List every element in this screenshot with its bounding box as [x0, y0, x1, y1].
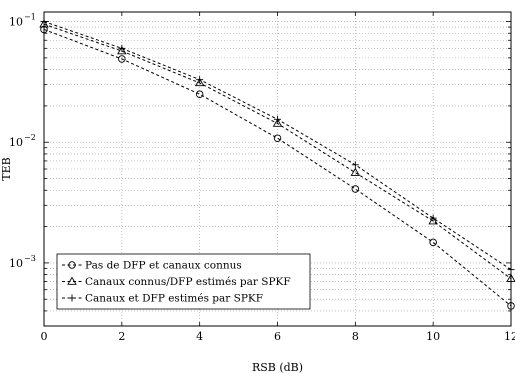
y-axis-label: TEB	[0, 157, 13, 180]
data-point-plus	[196, 76, 204, 84]
data-point-plus	[429, 214, 437, 222]
x-tick-label: 2	[118, 330, 125, 343]
y-tick-exponent: −3	[24, 254, 36, 263]
legend-marker-plus	[68, 294, 76, 302]
x-axis-label: RSB (dB)	[252, 361, 303, 374]
data-point-plus	[274, 115, 281, 123]
y-tick-exponent: −2	[24, 133, 36, 142]
legend-box	[56, 253, 311, 310]
data-point-triangle	[272, 118, 283, 127]
data-point-circle	[118, 55, 126, 63]
x-tick-label: 12	[504, 330, 515, 343]
legend: Pas de DFP et canaux connus Canaux connus…	[56, 253, 311, 310]
legend-label: Canaux et DFP estimés par SPKF	[85, 293, 263, 305]
x-tick-label: 6	[274, 330, 281, 343]
legend-label: Canaux connus/DFP estimés par SPKF	[85, 276, 291, 288]
x-tick-label: 0	[41, 330, 48, 343]
x-tick-label: 8	[352, 330, 359, 343]
y-tick-exponent: −1	[24, 13, 36, 22]
legend-item: Pas de DFP et canaux connus	[62, 260, 242, 272]
y-tick-label: 10	[9, 16, 23, 29]
data-point-plus	[118, 44, 126, 52]
legend-marker-circle	[68, 261, 76, 269]
data-point-circle	[351, 185, 360, 193]
y-tick-label: 10	[9, 136, 23, 149]
x-tick-label: 4	[196, 330, 203, 343]
data-point-triangle	[194, 78, 205, 87]
y-tick-label: 10	[9, 257, 23, 270]
legend-item: Canaux connus/DFP estimés par SPKF	[62, 276, 291, 288]
legend-label: Pas de DFP et canaux connus	[85, 260, 242, 272]
series-line	[43, 21, 512, 271]
series-line	[43, 28, 512, 307]
data-point-circle	[273, 134, 282, 142]
data-point-triangle	[428, 216, 438, 225]
data-point-triangle	[350, 167, 361, 176]
legend-item: Canaux et DFP estimés par SPKF	[62, 293, 263, 305]
data-point-circle	[429, 238, 437, 247]
data-point-circle	[195, 90, 204, 98]
data-point-triangle	[117, 46, 127, 55]
series-line	[43, 23, 512, 280]
legend-marker-triangle	[67, 276, 77, 285]
x-tick-label: 10	[426, 330, 440, 343]
data-point-plus	[351, 161, 359, 169]
